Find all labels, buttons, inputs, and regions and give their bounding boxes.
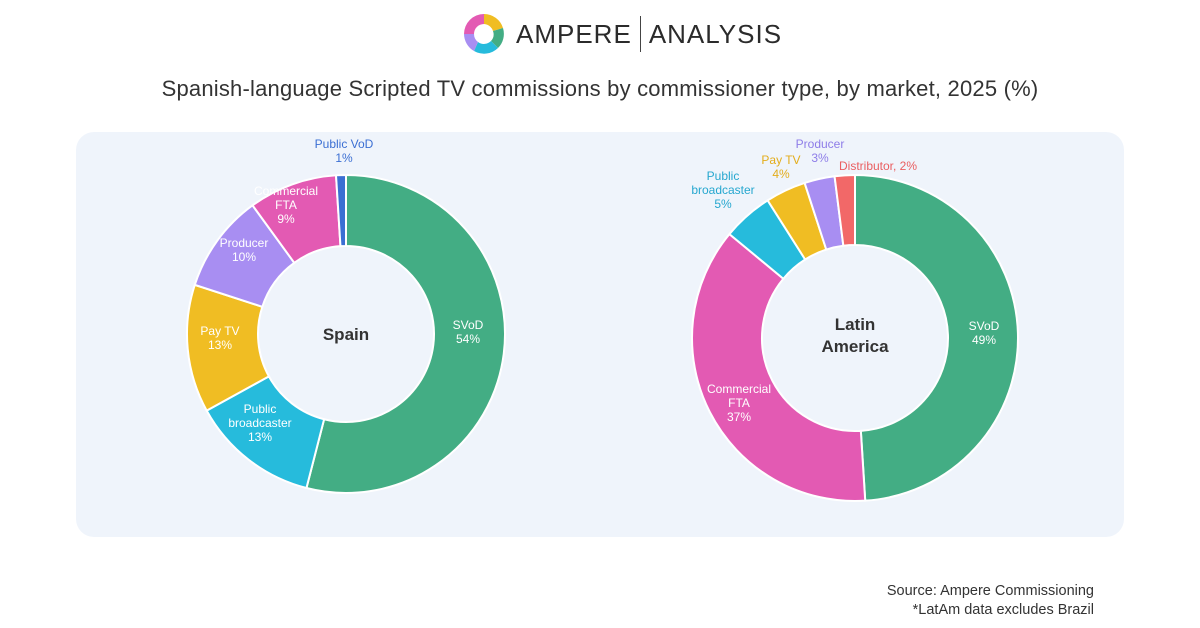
center-label: Latin America <box>821 315 889 356</box>
slice-label-svod: SVoD 49% <box>969 319 1000 347</box>
chart-title: Spanish-language Scripted TV commissions… <box>161 76 1039 101</box>
header: AMPERE ANALYSIS <box>0 10 1200 58</box>
slice-label-producer: Producer 10% <box>220 236 269 264</box>
slice-label-public-vod: Public VoD 1% <box>315 137 374 165</box>
footnote-line: *LatAm data excludes Brazil <box>912 602 1094 618</box>
slice-distributor <box>833 173 856 247</box>
source-note: Source: Ampere Commissioning *LatAm data… <box>887 582 1094 620</box>
slice-label-producer: Producer 3% <box>796 137 845 165</box>
slice-label-commercial-fta: Commercial FTA 37% <box>707 382 771 424</box>
slice-commercial-fta <box>691 232 867 502</box>
source-line: Source: Ampere Commissioning <box>886 583 1094 599</box>
brand-logo: AMPERE ANALYSIS <box>462 12 782 56</box>
brand-divider <box>639 16 641 52</box>
brand-name-left: AMPERE <box>516 18 632 49</box>
slice-svod <box>305 173 506 494</box>
ampere-logo-icon <box>464 14 504 54</box>
slice-label-public-broadcaster: Public broadcaster 13% <box>228 402 291 444</box>
slice-svod <box>854 173 1019 502</box>
slice-public-vod <box>334 173 347 248</box>
slice-label-pay-tv: Pay TV 4% <box>761 153 800 181</box>
slice-label-commercial-fta: Commercial FTA 9% <box>254 184 318 226</box>
brand-name-right: ANALYSIS <box>648 18 783 49</box>
center-label: Spain <box>323 325 369 344</box>
donut-chart-spain: SVoD 54% Public broadcaster 13% Pay TV 13% Prod… <box>186 137 506 494</box>
slice-label-pay-tv: Pay TV 13% <box>200 324 239 352</box>
slice-label-distributor: Distributor, 2% <box>839 159 917 173</box>
slice-label-public-broadcaster: Public broadcaster 5% <box>691 169 754 211</box>
slice-label-svod: SVoD 54% <box>453 318 484 346</box>
donut-chart-latin-america: SVoD 49% Commercial FTA 37% Public broadcaster… <box>691 137 1019 502</box>
